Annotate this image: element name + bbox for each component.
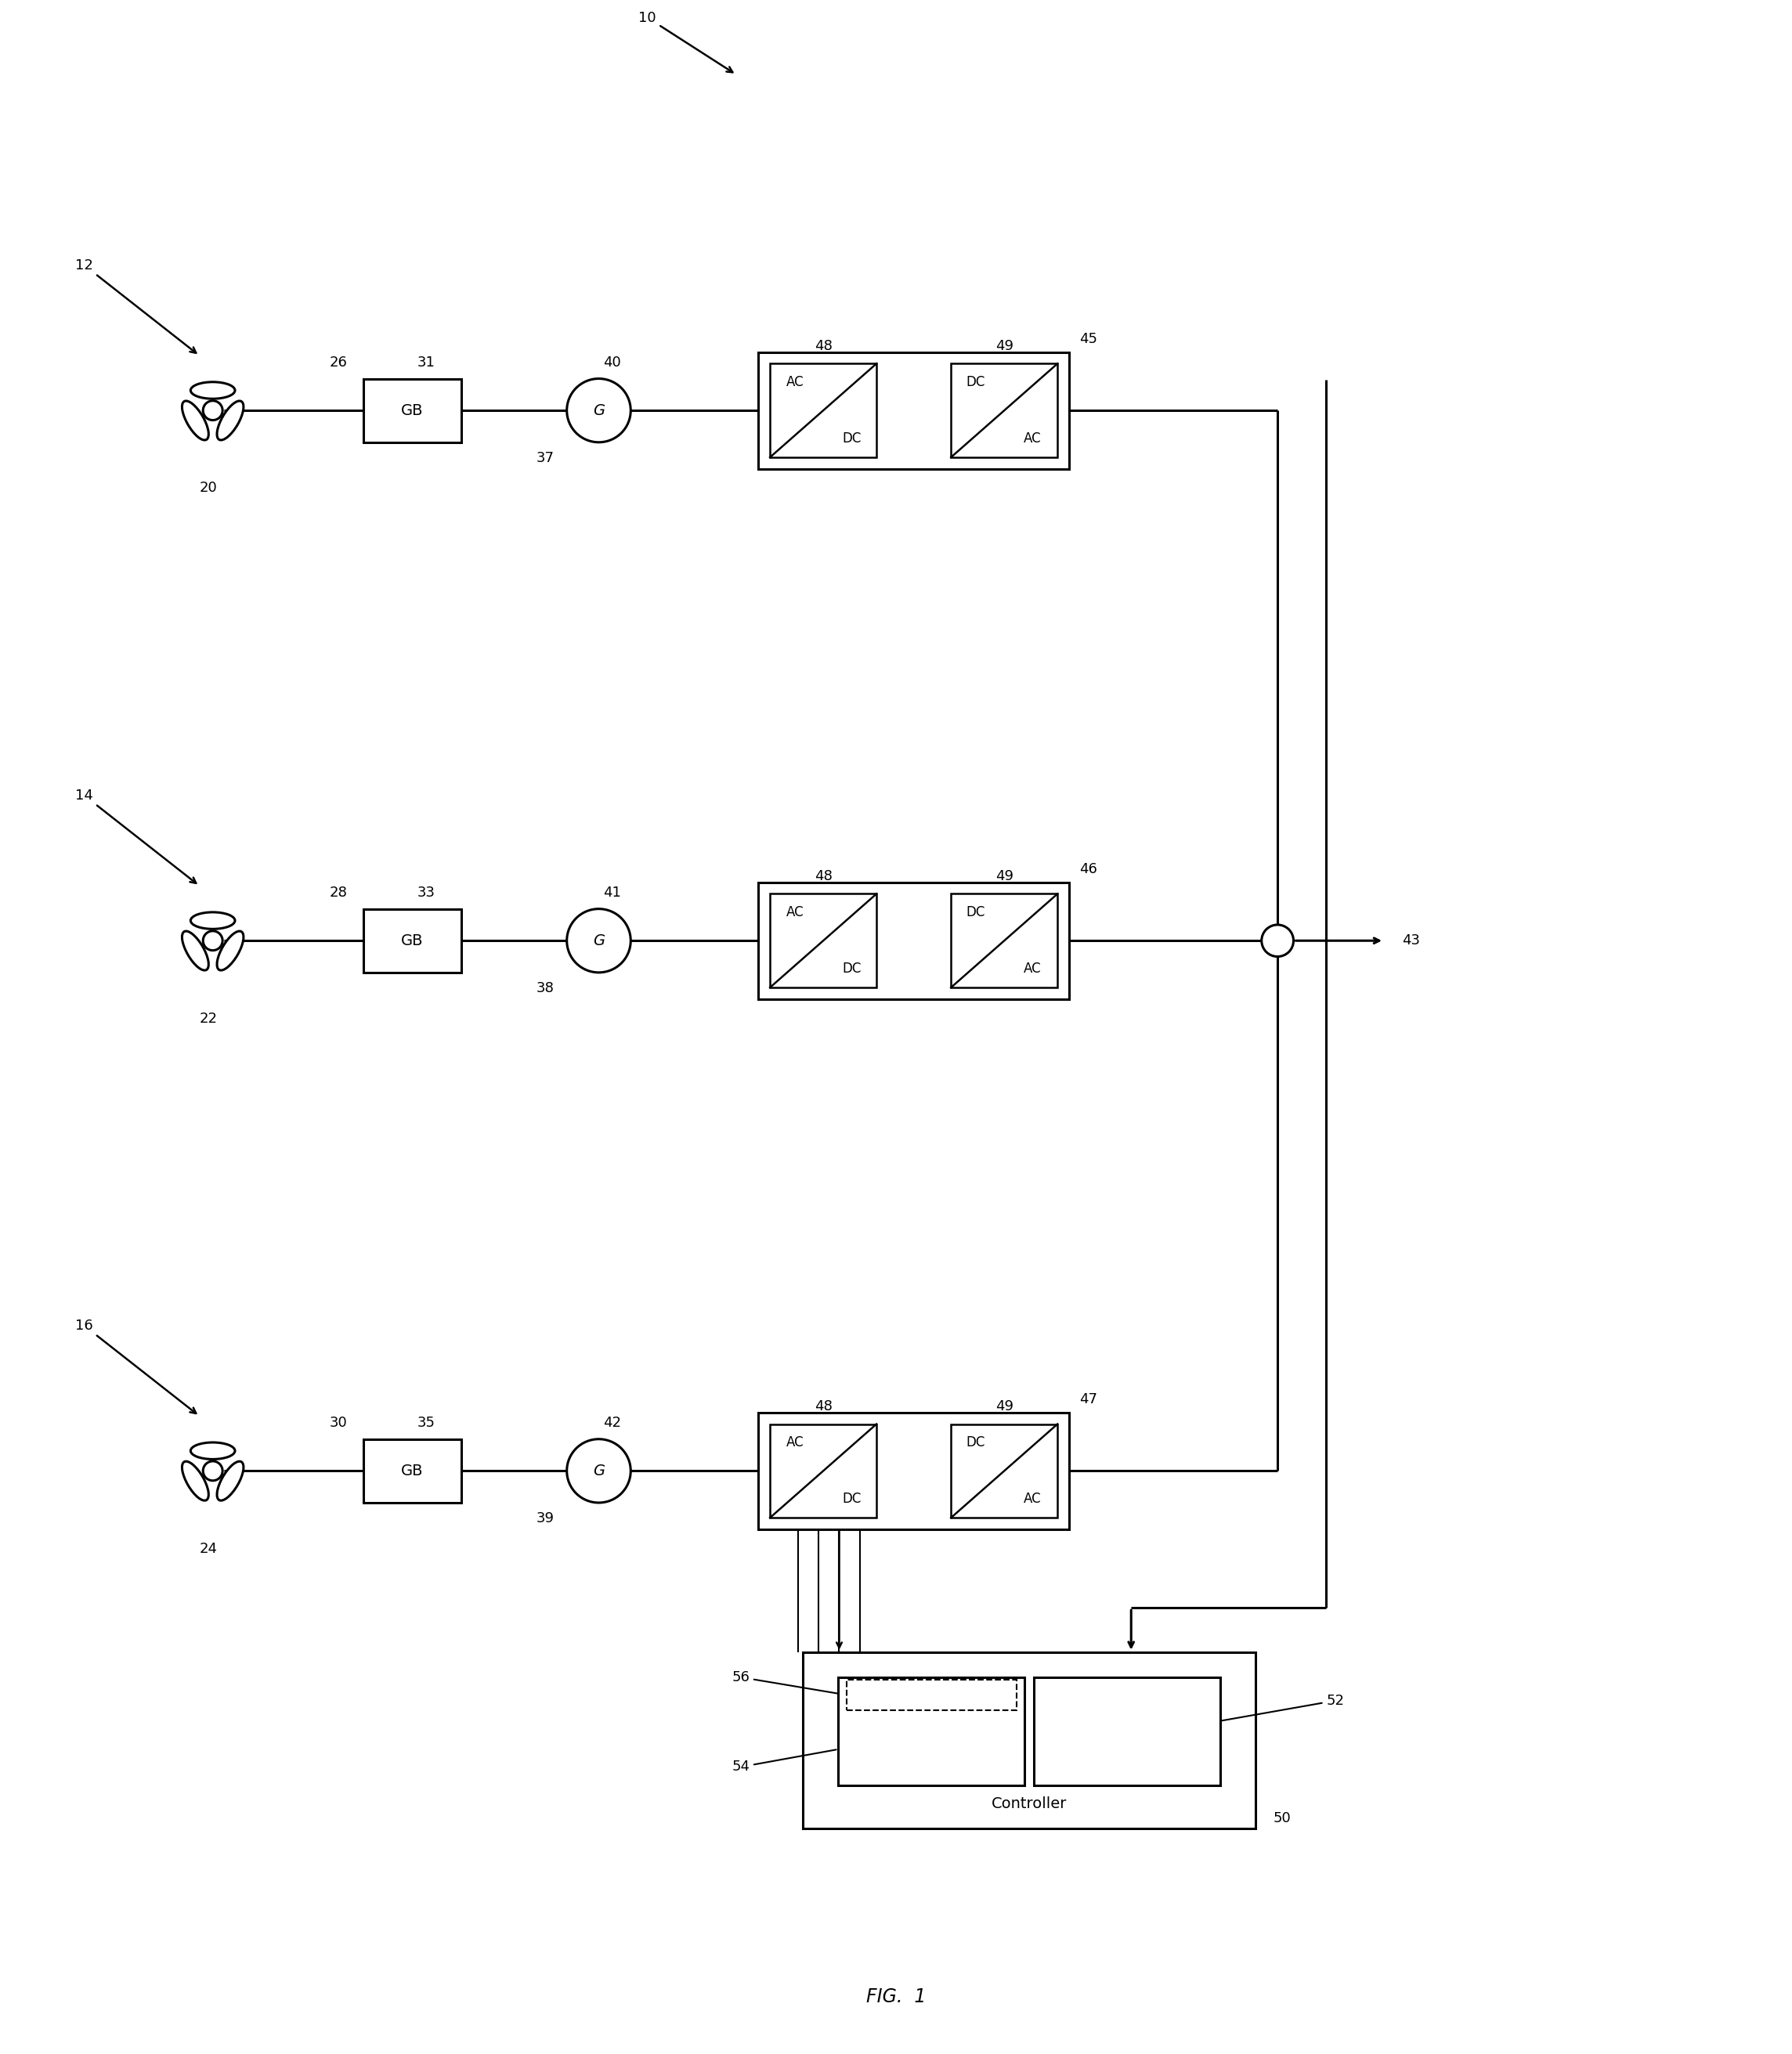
Text: Control
Unit: Control Unit: [907, 1717, 957, 1746]
Text: DC: DC: [966, 376, 986, 388]
Bar: [952, 893, 1057, 988]
Ellipse shape: [217, 1460, 244, 1501]
Bar: [364, 908, 461, 972]
Text: 46: 46: [1079, 863, 1097, 877]
Text: 56: 56: [731, 1670, 844, 1695]
Circle shape: [202, 1460, 222, 1481]
Text: Controller: Controller: [991, 1797, 1066, 1812]
Text: DC: DC: [842, 961, 862, 976]
Bar: [364, 378, 461, 442]
Text: 52: 52: [1222, 1695, 1344, 1721]
Text: 14: 14: [75, 789, 195, 883]
Text: 31: 31: [418, 355, 435, 370]
Text: DC: DC: [966, 1436, 986, 1450]
Ellipse shape: [217, 930, 244, 969]
Ellipse shape: [183, 1460, 208, 1501]
Text: 12: 12: [75, 259, 195, 353]
Text: 54: 54: [731, 1750, 837, 1775]
Circle shape: [566, 1440, 631, 1504]
Text: 41: 41: [604, 885, 622, 900]
Text: G: G: [593, 933, 604, 949]
Text: GB: GB: [401, 1462, 423, 1479]
Bar: [952, 1423, 1057, 1518]
Text: 40: 40: [604, 355, 622, 370]
Text: 50: 50: [1272, 1812, 1290, 1826]
Bar: [758, 883, 1070, 998]
Text: 28: 28: [330, 885, 348, 900]
Text: 47: 47: [1079, 1393, 1098, 1407]
Circle shape: [202, 401, 222, 421]
Text: 42: 42: [604, 1415, 622, 1430]
Text: 10: 10: [638, 10, 733, 72]
Bar: [952, 364, 1057, 458]
Bar: [771, 893, 876, 988]
Text: 43: 43: [1401, 935, 1419, 947]
Circle shape: [566, 378, 631, 442]
Text: Monitor: Monitor: [1100, 1725, 1154, 1738]
Text: DC: DC: [842, 1491, 862, 1506]
Text: GB: GB: [401, 933, 423, 949]
Text: G: G: [593, 403, 604, 417]
Text: 16: 16: [75, 1319, 195, 1413]
Circle shape: [566, 908, 631, 972]
Text: 49: 49: [995, 1399, 1012, 1413]
Bar: [758, 351, 1070, 468]
Text: AC: AC: [1023, 431, 1041, 446]
Text: 30: 30: [330, 1415, 348, 1430]
Bar: [846, 1680, 1016, 1711]
Circle shape: [1262, 924, 1294, 957]
Text: 22: 22: [199, 1011, 217, 1025]
Text: 49: 49: [995, 339, 1012, 353]
Text: AC: AC: [1023, 1491, 1041, 1506]
Text: GB: GB: [401, 403, 423, 417]
Text: 48: 48: [814, 1399, 831, 1413]
Bar: [771, 364, 876, 458]
Text: 38: 38: [536, 982, 554, 996]
Text: AC: AC: [787, 906, 803, 920]
Ellipse shape: [183, 401, 208, 440]
Text: 33: 33: [418, 885, 435, 900]
Text: 26: 26: [330, 355, 348, 370]
Text: AC: AC: [787, 376, 803, 388]
Text: 20: 20: [199, 481, 217, 495]
Text: AC: AC: [1023, 961, 1041, 976]
Text: 49: 49: [995, 869, 1012, 883]
Ellipse shape: [217, 401, 244, 440]
Ellipse shape: [190, 1442, 235, 1458]
Bar: [1034, 1678, 1220, 1785]
Text: 24: 24: [199, 1543, 217, 1555]
Ellipse shape: [183, 930, 208, 969]
Ellipse shape: [190, 912, 235, 928]
Bar: [758, 1413, 1070, 1530]
Text: 39: 39: [536, 1512, 554, 1526]
Text: DC: DC: [966, 906, 986, 920]
Text: DC: DC: [842, 431, 862, 446]
Text: G: G: [593, 1462, 604, 1479]
Bar: [839, 1678, 1025, 1785]
Bar: [771, 1423, 876, 1518]
Text: 37: 37: [536, 452, 554, 464]
Bar: [803, 1651, 1256, 1828]
Ellipse shape: [190, 382, 235, 398]
Text: AC: AC: [787, 1436, 803, 1450]
Text: 48: 48: [814, 339, 831, 353]
Bar: [364, 1440, 461, 1504]
Text: 35: 35: [418, 1415, 435, 1430]
Text: 48: 48: [814, 869, 831, 883]
Text: 45: 45: [1079, 333, 1098, 345]
Text: FIG.  1: FIG. 1: [866, 1988, 926, 2007]
Circle shape: [202, 930, 222, 951]
